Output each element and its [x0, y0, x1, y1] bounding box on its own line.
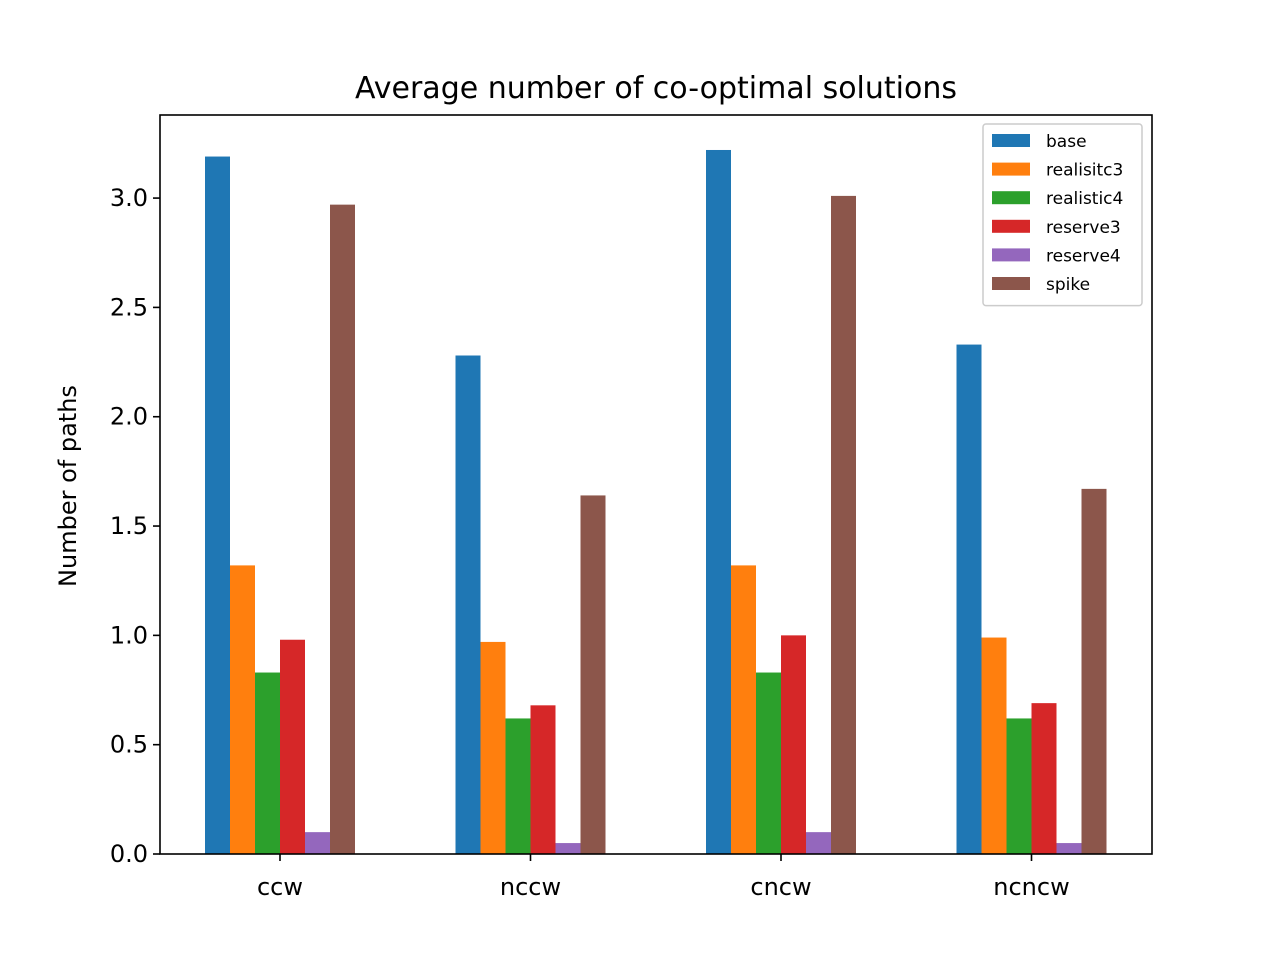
bar-realisitc3-ncncw [981, 637, 1007, 854]
bars-layer [205, 149, 1107, 855]
legend-label-realisitc3: realisitc3 [1046, 161, 1123, 181]
y-tick-label: 0.5 [110, 731, 148, 759]
bar-realistic4-nccw [505, 718, 531, 854]
legend-label-spike: spike [1046, 275, 1090, 295]
bar-reserve4-ncncw [1056, 843, 1082, 854]
y-tick-label: 3.0 [110, 184, 148, 212]
legend: base realisitc3 realistic4 reserve3 reserve4… [982, 123, 1143, 307]
legend-label-reserve3: reserve3 [1046, 218, 1121, 238]
y-tick-label: 1.0 [110, 621, 148, 649]
legend-swatch-spike [992, 277, 1030, 290]
y-tick-label: 2.0 [110, 403, 148, 431]
axes-layer: 0.0 0.5 1.0 1.5 2.0 2.5 3.0 ccw nccw cncw ncncw [110, 114, 1153, 901]
legend-label-base: base [1046, 132, 1087, 152]
chart-title: Average number of co-optimal solutions [355, 71, 957, 106]
bar-base-ccw [205, 156, 230, 854]
bar-reserve3-ncncw [1031, 703, 1057, 854]
legend-label-reserve4: reserve4 [1046, 246, 1121, 266]
plot-frame [159, 114, 1153, 855]
x-tick-label: ncncw [993, 873, 1069, 901]
legend-swatch-reserve4 [992, 248, 1030, 262]
bar-reserve3-ccw [280, 639, 305, 854]
bar-realisitc3-ccw [230, 565, 255, 854]
bar-base-ncncw [956, 344, 982, 854]
bar-spike-cncw [831, 195, 856, 854]
bar-realisitc3-cncw [731, 565, 756, 854]
bar-realistic4-ncncw [1006, 718, 1032, 854]
bar-base-cncw [706, 149, 731, 855]
bar-realistic4-ccw [255, 672, 280, 854]
bar-reserve4-nccw [555, 843, 581, 854]
bar-realisitc3-nccw [480, 641, 506, 854]
legend-swatch-realisitc3 [992, 162, 1030, 176]
bar-reserve3-cncw [781, 635, 806, 854]
y-axis-label: Number of paths [54, 385, 82, 587]
y-tick-label: 2.5 [110, 293, 148, 321]
bar-spike-nccw [580, 495, 606, 854]
bar-base-nccw [455, 355, 481, 854]
bar-realistic4-cncw [756, 672, 781, 854]
bar-reserve3-nccw [530, 705, 556, 854]
x-tick-label: cncw [750, 873, 811, 901]
legend-swatch-base [992, 134, 1030, 147]
y-tick-label: 0.0 [110, 840, 148, 868]
legend-label-realistic4: realistic4 [1046, 189, 1123, 209]
x-tick-label: nccw [500, 873, 561, 901]
legend-swatch-realistic4 [992, 191, 1030, 205]
y-tick-label: 1.5 [110, 512, 148, 540]
bar-reserve4-ccw [305, 832, 330, 854]
x-tick-label: ccw [257, 873, 303, 901]
bar-spike-ncncw [1081, 488, 1107, 854]
bar-spike-ccw [330, 204, 355, 854]
legend-swatch-reserve3 [992, 219, 1030, 233]
bar-reserve4-cncw [806, 832, 831, 854]
